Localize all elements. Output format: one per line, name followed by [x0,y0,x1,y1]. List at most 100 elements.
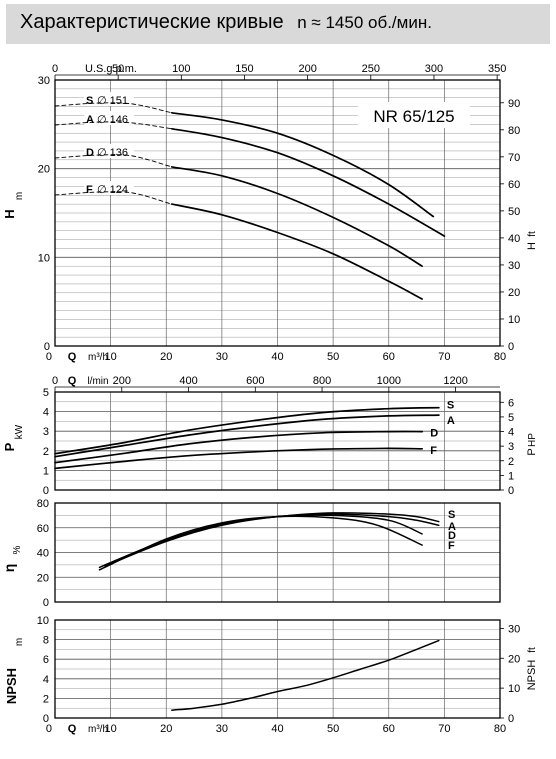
php-tick-label: 5 [508,412,514,424]
npsh-ft-axis-label: NPSH [526,660,538,691]
p-unit-label: kW [14,424,25,439]
h-curve-S [170,111,435,218]
page-title: Характеристические кривые n ≈ 1450 об./м… [20,11,432,34]
npsh-tick-label: 2 [43,693,49,705]
speed-label: n ≈ 1450 об./мин. [297,13,432,32]
dashed-lead-S [54,102,173,114]
h-tick-label: 10 [38,252,50,264]
npsh-ft-tick-label: 0 [508,713,514,725]
title-bar: Характеристические кривые n ≈ 1450 об./м… [6,4,550,44]
p-tick-label: 5 [43,387,49,399]
curve-label-D: D [86,147,94,159]
h-tick-label: 0 [44,341,50,353]
eta-tick-label: 0 [43,597,49,609]
npsh-q-tick-label: 40 [271,723,283,735]
eta-curve-F [98,515,423,571]
npsh-ft-tick-label: 10 [508,683,520,695]
gpm-tick-label: 150 [235,63,253,75]
hft-tick-label: 70 [508,152,520,164]
model-label-bg [358,102,470,128]
hft-tick-label: 60 [508,179,520,191]
h-tick-label: 20 [38,164,50,176]
npsh-tick-label: 10 [37,615,49,627]
npsh-q-tick-label: 80 [494,723,506,735]
q-tick-label: 0 [46,351,52,363]
gpm-tick-label: 300 [425,63,443,75]
h-curve-F [170,203,423,300]
p-curve-label-S: S [447,400,454,412]
hft-tick-label: 90 [508,98,520,110]
eta-tick-label: 80 [37,498,49,510]
eta-curve-label-D: D [448,530,456,542]
npsh-q-tick-label: 60 [383,723,395,735]
npsh-q-axis-label: Q [68,723,77,735]
lmin-tick-label: 200 [113,375,131,387]
php-unit-label: HP [527,433,538,447]
php-tick-label: 0 [508,485,514,497]
q-tick-label: 30 [216,351,228,363]
lmin-tick-label: 0 [52,375,58,387]
npsh-tick-label: 4 [43,674,49,686]
h-curve-A [170,127,446,237]
npsh-tick-label: 8 [43,635,49,647]
npsh-panel-frame [54,619,501,719]
eta-axis-label: η [1,564,17,573]
dashed-lead-A [54,121,173,130]
eta-curve-label-A: A [448,521,456,533]
eta-panel-frame [54,502,501,603]
lmin-tick-label: 1200 [443,375,467,387]
curve-diameter-S: ∅ 151 [97,95,128,107]
eta-unit-label: % [12,545,23,554]
p-tick-label: 4 [43,407,49,419]
npsh-unit-label: m [14,638,25,646]
h-unit-label: m [14,192,25,200]
q-tick-label: 20 [160,351,172,363]
php-tick-label: 2 [508,456,514,468]
lmin-tick-label: 600 [246,375,264,387]
curve-label-A: A [86,114,94,126]
gpm-tick-label: 350 [488,63,506,75]
gpm-tick-label: 250 [362,63,380,75]
hft-tick-label: 80 [508,125,520,137]
q-tick-label: 40 [271,351,283,363]
q-tick-label: 60 [383,351,395,363]
h-panel-frame [54,79,501,347]
hft-axis-label: H [526,242,538,250]
p-curve-S [54,406,440,455]
npsh-ft-tick-label: 20 [508,653,520,665]
q-axis-label: Q [68,351,77,363]
gpm-tick-label: 50 [112,63,124,75]
dashed-lead-D [54,154,173,168]
dashed-lead-F [54,191,173,205]
eta-tick-label: 60 [37,523,49,535]
npsh-q-unit-label: m³/h [88,724,108,735]
php-tick-label: 1 [508,470,514,482]
npsh-q-tick-label: 30 [216,723,228,735]
h-curve-D [170,166,423,268]
npsh-q-tick-label: 20 [160,723,172,735]
lmin-tick-label: 400 [179,375,197,387]
q-tick-label: 80 [494,351,506,363]
p-tick-label: 1 [43,465,49,477]
p-curve-label-A: A [447,415,455,427]
p-axis-label: P [2,442,17,451]
hft-tick-label: 10 [508,314,520,326]
php-axis-label: P [526,448,538,455]
hft-tick-label: 30 [508,260,520,272]
php-tick-label: 3 [508,441,514,453]
gpm-tick-label: 200 [298,63,316,75]
p-curve-label-F: F [430,445,437,457]
curve-label-S: S [86,95,93,107]
p-curve-F [54,447,424,470]
npsh-q-tick-label: 50 [327,723,339,735]
eta-tick-label: 40 [37,548,49,560]
p-panel-frame [54,391,501,491]
p-tick-label: 2 [43,446,49,458]
curve-label-bg [84,111,134,125]
lmin-tick-label: 800 [313,375,331,387]
npsh-axis-label: NPSH [4,668,19,704]
q-unit-label: m³/h [88,352,108,363]
title-main: Характеристические кривые [20,11,284,33]
lmin-tick-label: 1000 [377,375,401,387]
